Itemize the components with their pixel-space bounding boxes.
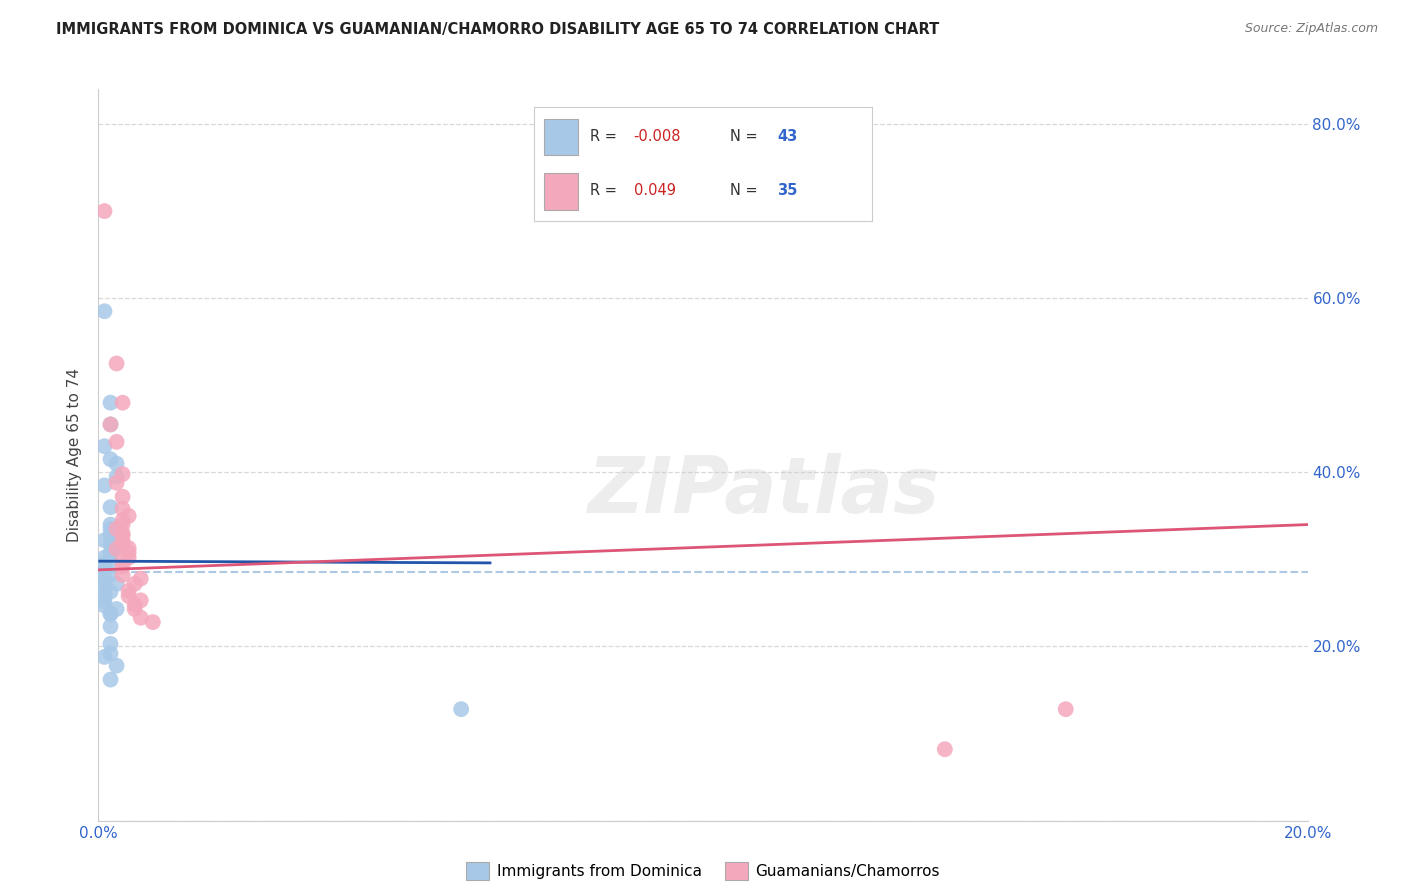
Point [111,513,134,527]
Point [118,545,141,559]
Point [111,528,134,542]
Point [93,557,115,571]
Point [93,533,115,548]
Point [111,537,134,551]
Point [129,611,152,625]
Point [100,619,122,633]
Point [93,564,115,578]
Point [100,522,122,536]
Point [93,304,115,318]
Point [93,594,115,608]
Point [111,559,134,574]
Point [100,568,122,582]
Point [93,559,115,574]
Point [105,602,128,616]
Point [93,572,115,586]
Point [118,541,141,555]
Point [105,356,128,371]
Point [93,204,115,219]
Point [100,537,122,551]
Point [100,584,122,599]
Point [93,649,115,664]
Point [450,702,472,716]
Point [124,576,146,591]
Point [93,439,115,453]
Point [111,502,134,516]
Text: ZIPatlas: ZIPatlas [588,453,939,530]
Point [100,528,122,542]
Point [93,589,115,603]
Point [100,395,122,409]
Point [100,548,122,562]
Point [118,550,141,565]
Point [118,589,141,603]
Point [118,508,141,523]
Point [105,541,128,556]
Point [105,658,128,673]
Point [105,576,128,591]
Point [93,599,115,613]
Point [100,500,122,515]
Point [111,467,134,481]
Y-axis label: Disability Age 65 to 74: Disability Age 65 to 74 [67,368,83,542]
Point [124,602,146,616]
Point [100,607,122,621]
Point [100,452,122,467]
Point [105,522,128,536]
Point [105,475,128,490]
Point [111,568,134,582]
Point [100,554,122,568]
Point [105,540,128,554]
Point [93,575,115,590]
Point [111,526,134,541]
Point [124,598,146,612]
Point [93,478,115,492]
Point [100,647,122,661]
Point [1054,702,1077,716]
Point [142,615,165,629]
Point [111,533,134,548]
Point [100,417,122,432]
Point [111,517,134,532]
Point [93,550,115,565]
Point [105,535,128,549]
Point [111,490,134,504]
Point [105,457,128,471]
Point [100,673,122,687]
Point [100,607,122,622]
Point [111,554,134,568]
Text: Source: ZipAtlas.com: Source: ZipAtlas.com [1244,22,1378,36]
Point [100,637,122,651]
Point [105,469,128,483]
Point [93,561,115,575]
Point [129,572,152,586]
Point [93,580,115,594]
Point [100,517,122,532]
Point [111,395,134,409]
Point [934,742,956,756]
Text: IMMIGRANTS FROM DOMINICA VS GUAMANIAN/CHAMORRO DISABILITY AGE 65 TO 74 CORRELATI: IMMIGRANTS FROM DOMINICA VS GUAMANIAN/CH… [56,22,939,37]
Point [100,417,122,432]
Point [129,593,152,607]
Point [118,583,141,598]
Point [100,545,122,559]
Legend: Immigrants from Dominica, Guamanians/Chamorros: Immigrants from Dominica, Guamanians/Cha… [460,856,946,886]
Point [105,434,128,449]
